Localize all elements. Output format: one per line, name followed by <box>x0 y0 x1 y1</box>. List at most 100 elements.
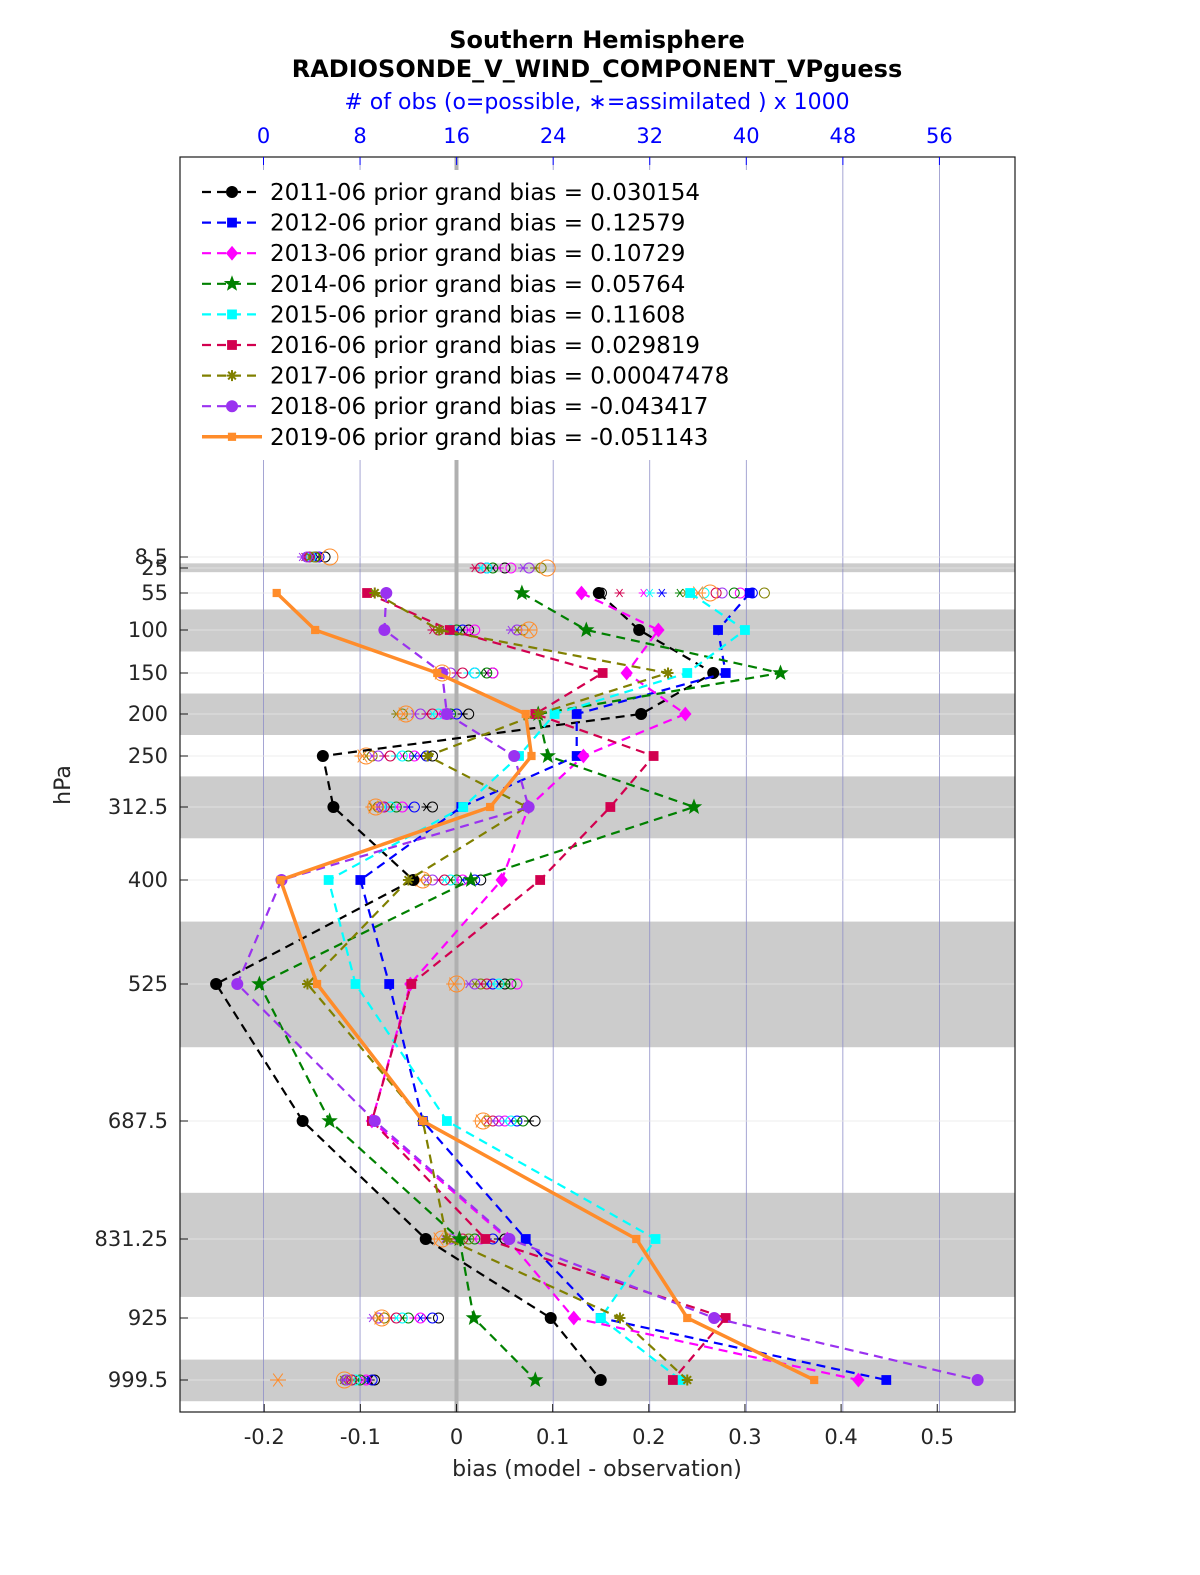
legend-entry-3: 2014-06 prior grand bias = 0.05764 <box>202 272 685 298</box>
series-point <box>772 664 789 680</box>
series-point <box>707 667 720 679</box>
series-point <box>355 875 366 885</box>
series-point <box>667 1375 678 1385</box>
series-layer <box>210 584 984 1388</box>
legend-label: 2014-06 prior grand bias = 0.05764 <box>270 272 685 298</box>
obs-possible-marker <box>475 874 487 886</box>
series-point <box>683 1313 692 1323</box>
obs-possible-marker <box>505 562 517 574</box>
obs-assimilated-marker <box>463 979 474 989</box>
obs-assimilated-marker <box>521 623 538 637</box>
series-point <box>532 708 544 720</box>
series-point <box>521 709 530 719</box>
series-point <box>633 624 646 636</box>
obs-possible-marker <box>426 1312 438 1324</box>
obs-possible-marker <box>321 548 339 566</box>
legend-label: 2019-06 prior grand bias = -0.051143 <box>270 425 708 451</box>
series-point <box>451 1230 468 1246</box>
series-point <box>527 751 536 761</box>
series-point <box>614 1312 626 1324</box>
y-tick-label: 150 <box>128 661 168 685</box>
legend-entry-8: 2019-06 prior grand bias = -0.051143 <box>202 425 708 451</box>
y-tick-label: 200 <box>128 702 168 726</box>
legend-marker <box>223 275 241 291</box>
bottom-axis-ticks: -0.2 -0.1 0 0.1 0.2 0.3 0.4 0.5 <box>244 1404 954 1449</box>
obs-assimilated-marker <box>472 1114 489 1128</box>
series-point <box>535 875 546 885</box>
legend-entry-7: 2018-06 prior grand bias = -0.043417 <box>202 394 708 420</box>
series-point <box>458 802 469 812</box>
legend-entry-2: 2013-06 prior grand bias = 0.10729 <box>202 241 685 267</box>
series-line-1 <box>359 592 887 1382</box>
series-point <box>444 625 455 635</box>
series-point <box>744 588 755 598</box>
series-point <box>605 802 616 812</box>
series-point <box>708 1312 721 1324</box>
obs-assimilated-marker <box>339 1375 350 1385</box>
obs-assimilated-marker <box>371 1311 388 1325</box>
x-tick-label: 0.2 <box>632 1425 665 1449</box>
series-point <box>312 979 322 989</box>
series-point <box>567 1310 580 1326</box>
series-point <box>594 1374 607 1386</box>
obs-possible-marker <box>511 978 523 990</box>
series-point <box>441 1233 453 1245</box>
obs-assimilated-marker <box>644 588 655 598</box>
legend-marker <box>227 340 237 350</box>
series-point <box>406 979 417 989</box>
legend-marker <box>226 400 238 413</box>
series-point <box>327 801 340 813</box>
legend-marker <box>227 432 237 441</box>
series-point <box>465 1309 482 1325</box>
obs-possible-marker <box>487 667 499 679</box>
legend-marker <box>227 217 237 228</box>
series-point <box>679 706 692 722</box>
series-point <box>685 588 696 598</box>
obs-possible-marker <box>758 587 770 599</box>
legend-label: 2011-06 prior grand bias = 0.030154 <box>270 180 700 206</box>
series-line-6 <box>306 592 689 1381</box>
series-point <box>276 875 285 885</box>
legend-marker <box>225 245 239 261</box>
obs-assimilated-marker <box>518 563 529 573</box>
obs-possible-marker <box>335 1371 353 1389</box>
series-point <box>650 1234 661 1244</box>
legend-label: 2012-06 prior grand bias = 0.12579 <box>270 211 685 237</box>
obs-assimilated-marker <box>446 977 463 991</box>
series-point <box>571 709 582 719</box>
obs-assimilated-marker <box>614 588 625 598</box>
obs-possible-marker <box>716 587 728 599</box>
obs-assimilated-marker <box>421 802 432 812</box>
series-point <box>810 1375 819 1385</box>
legend-entry-5: 2016-06 prior grand bias = 0.029819 <box>202 333 700 359</box>
series-point <box>620 665 633 681</box>
series-point <box>210 978 223 990</box>
chart-title: Southern Hemisphere <box>449 26 745 54</box>
y-axis-label: hPa <box>51 765 76 805</box>
series-point <box>513 584 531 600</box>
y-tick-label: 999.5 <box>108 1368 168 1392</box>
obs-assimilated-marker <box>395 707 412 721</box>
chart-subtitle: RADIOSONDE_V_WIND_COMPONENT_VPguess <box>292 55 903 83</box>
x-tick-label: -0.1 <box>340 1425 381 1449</box>
top-tick-label: 16 <box>443 124 470 148</box>
series-point <box>503 1233 516 1245</box>
series-point <box>419 1233 432 1245</box>
legend-entry-0: 2011-06 prior grand bias = 0.030154 <box>202 180 700 206</box>
series-point <box>539 747 556 763</box>
series-6 <box>301 587 693 1386</box>
x-tick-label: 0.1 <box>536 1425 569 1449</box>
series-point <box>251 975 268 991</box>
series-point <box>462 871 480 887</box>
obs-possible-marker <box>538 559 556 577</box>
series-point <box>316 750 329 762</box>
series-point <box>384 979 395 989</box>
obs-possible-marker <box>402 750 414 762</box>
obs-assimilated-marker <box>365 800 382 814</box>
series-point <box>632 1234 641 1244</box>
obs-assimilated-marker <box>469 563 480 573</box>
series-point <box>231 978 244 990</box>
obs-possible-marker <box>728 587 740 599</box>
y-tick-label: 400 <box>128 868 168 892</box>
